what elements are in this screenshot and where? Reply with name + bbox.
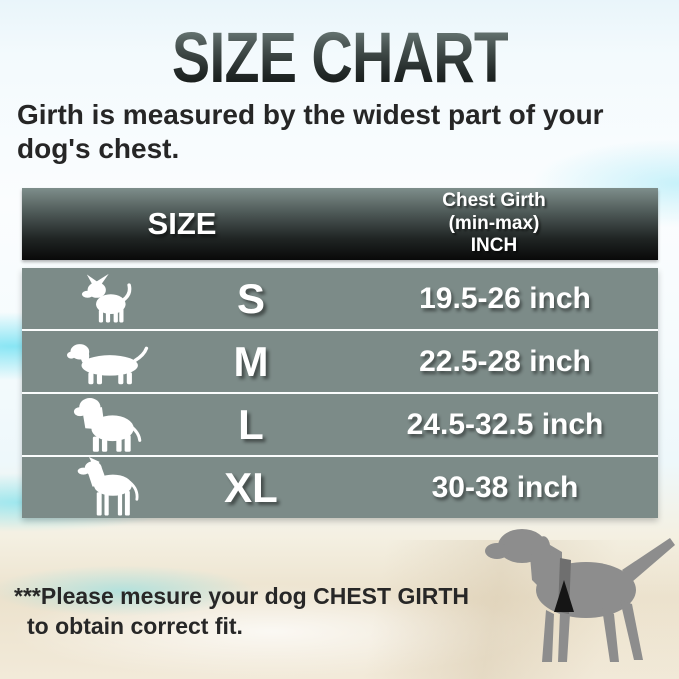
table-body: S 19.5-26 inch bbox=[22, 268, 658, 518]
girth-column-header: Chest Girth (min-max) INCH bbox=[342, 190, 658, 257]
girth-value: 19.5-26 inch bbox=[419, 281, 591, 315]
girth-header-line1: Chest Girth bbox=[442, 190, 546, 212]
size-value: M bbox=[233, 337, 269, 385]
dog-ear bbox=[531, 536, 551, 572]
dog-girth-diagram bbox=[485, 529, 675, 662]
size-value: L bbox=[238, 400, 264, 448]
girth-header-line3: INCH bbox=[470, 235, 518, 257]
girth-value: 24.5-32.5 inch bbox=[406, 407, 604, 441]
girth-header-line2: (min-max) bbox=[448, 212, 540, 234]
table-row-s: S 19.5-26 inch bbox=[22, 268, 658, 329]
table-row-l: L 24.5-32.5 inch bbox=[22, 394, 658, 455]
measure-note: ***Please mesure your dog CHEST GIRTH to… bbox=[14, 582, 469, 642]
girth-value: 30-38 inch bbox=[431, 471, 579, 504]
size-table: SIZE Chest Girth (min-max) INCH bbox=[22, 188, 658, 518]
size-value: S bbox=[236, 274, 265, 322]
size-value: XL bbox=[224, 464, 278, 511]
table-row-xl: XL 30-38 inch bbox=[22, 457, 658, 518]
measure-note-line2: to obtain correct fit. bbox=[27, 612, 243, 639]
dog-front-leg-2 bbox=[558, 612, 570, 662]
girth-explanation-text: Girth is measured by the widest part of … bbox=[17, 99, 604, 165]
table-header: SIZE Chest Girth (min-max) INCH bbox=[22, 188, 658, 260]
chihuahua-icon bbox=[81, 273, 132, 323]
dog-rear-leg-1 bbox=[602, 608, 619, 662]
dog-front-leg-1 bbox=[542, 610, 554, 662]
page-title: SIZE CHART bbox=[0, 17, 679, 98]
dog-rear-leg-2 bbox=[620, 600, 643, 660]
mastiff-icon bbox=[73, 398, 142, 452]
table-row-m: M 22.5-28 inch bbox=[22, 331, 658, 392]
size-column-header: SIZE bbox=[147, 206, 217, 241]
dog-muzzle bbox=[485, 543, 509, 559]
dog-tail bbox=[622, 538, 675, 582]
girth-arrow-icon bbox=[554, 580, 574, 612]
measure-note-line1: ***Please mesure your dog CHEST GIRTH bbox=[14, 583, 470, 609]
girth-value: 22.5-28 inch bbox=[419, 344, 591, 378]
dachshund-icon bbox=[67, 343, 149, 384]
great-dane-icon bbox=[77, 457, 139, 516]
page-title-text: SIZE CHART bbox=[171, 17, 508, 98]
